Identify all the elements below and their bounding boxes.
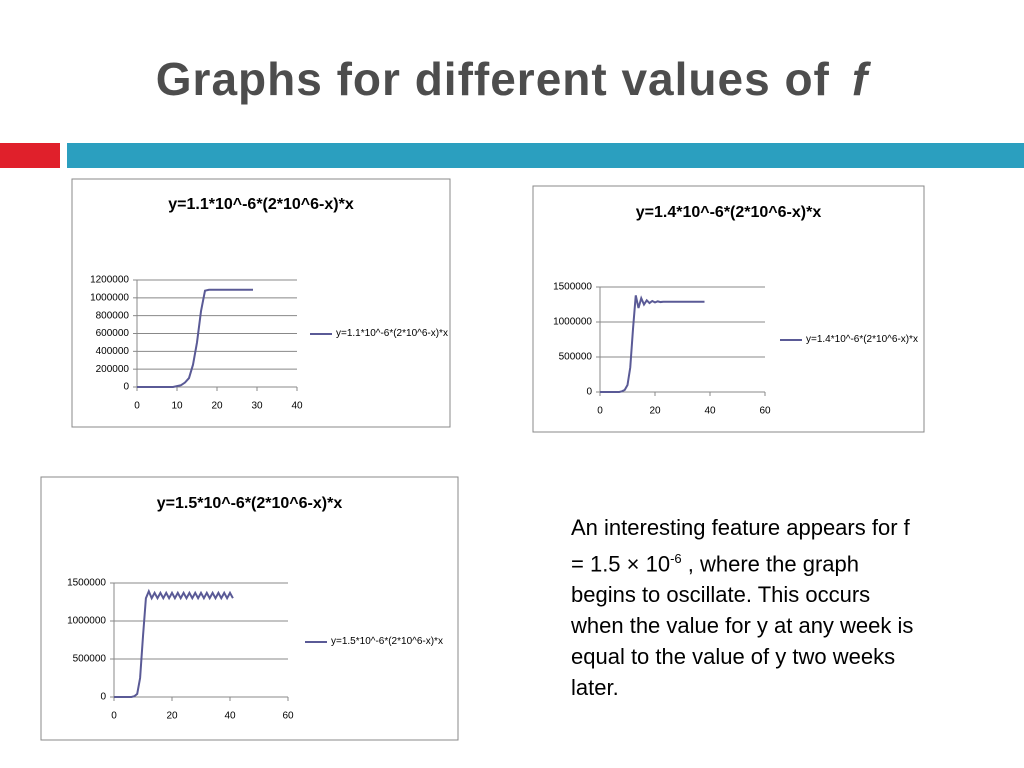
- legend-entry: y=1.5*10^-6*(2*10^6-x)*x: [331, 636, 443, 647]
- y-tick-label: 1000000: [90, 292, 129, 303]
- legend-label: y=1.1*10^-6*(2*10^6-x)*x: [336, 328, 448, 339]
- accent-bar-teal: [67, 143, 1024, 168]
- data-line: [137, 288, 253, 388]
- legend-label: y=1.4*10^-6*(2*10^6-x)*x: [806, 334, 918, 345]
- chart-frame: [71, 178, 451, 428]
- y-tick-label: 500000: [559, 352, 593, 363]
- x-tick-label: 40: [704, 406, 716, 417]
- chart-title: y=1.1*10^-6*(2*10^6-x)*x: [168, 196, 354, 213]
- x-tick-label: 0: [597, 406, 603, 417]
- x-tick-label: 10: [171, 401, 183, 412]
- legend-entry: y=1.4*10^-6*(2*10^6-x)*x: [806, 334, 918, 345]
- title-variable: f: [851, 53, 869, 105]
- data-line: [114, 588, 234, 698]
- superscript: -6: [670, 551, 682, 566]
- y-tick-label: 0: [123, 382, 129, 393]
- y-tick-label: 0: [100, 692, 106, 703]
- x-tick-label: 30: [251, 401, 263, 412]
- chart-title: y=1.5*10^-6*(2*10^6-x)*x: [157, 495, 343, 512]
- x-tick-label: 0: [134, 401, 140, 412]
- x-tick-label: 20: [649, 406, 661, 417]
- text: , where the graph begins to oscillate. T…: [571, 551, 914, 701]
- body-text: An interesting feature appears for f = 1…: [571, 512, 921, 703]
- y-tick-label: 1000000: [553, 317, 592, 328]
- y-tick-label: 0: [586, 387, 592, 398]
- y-tick-label: 400000: [96, 346, 130, 357]
- chart-frame: [532, 185, 925, 433]
- y-tick-label: 1200000: [90, 275, 129, 286]
- x-tick-label: 0: [111, 711, 117, 722]
- x-tick-label: 40: [291, 401, 303, 412]
- accent-bar-red: [0, 143, 60, 168]
- title-text: Graphs for different values of: [155, 53, 830, 105]
- y-tick-label: 1500000: [553, 282, 592, 293]
- y-tick-label: 500000: [73, 654, 107, 665]
- x-tick-label: 40: [224, 711, 236, 722]
- y-tick-label: 600000: [96, 328, 130, 339]
- x-tick-label: 20: [211, 401, 223, 412]
- text: An interesting feature appears for f = 1…: [571, 515, 910, 577]
- chart-frame: [40, 476, 459, 741]
- chart-title: y=1.4*10^-6*(2*10^6-x)*x: [636, 204, 822, 221]
- data-line: [600, 295, 705, 393]
- x-tick-label: 60: [282, 711, 294, 722]
- y-tick-label: 200000: [96, 364, 130, 375]
- legend-label: y=1.5*10^-6*(2*10^6-x)*x: [331, 636, 443, 647]
- slide-title: Graphs for different values of f: [0, 52, 1024, 106]
- legend-entry: y=1.1*10^-6*(2*10^6-x)*x: [336, 328, 448, 339]
- x-tick-label: 60: [759, 406, 771, 417]
- x-tick-label: 20: [166, 711, 178, 722]
- y-tick-label: 1500000: [67, 578, 106, 589]
- y-tick-label: 800000: [96, 310, 130, 321]
- y-tick-label: 1000000: [67, 616, 106, 627]
